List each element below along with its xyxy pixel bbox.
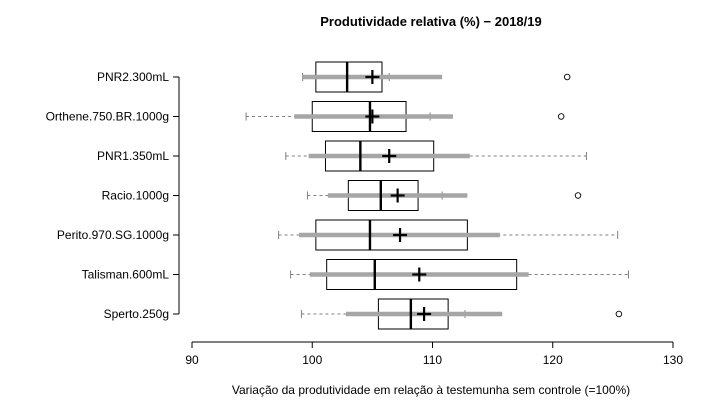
x-tick-label: 90: [185, 353, 199, 367]
box-group: [306, 180, 582, 211]
outlier-point: [574, 192, 582, 199]
category-label: Perito.970.SG.1000g: [57, 228, 169, 242]
outlier-point: [557, 113, 565, 120]
category-label: Talisman.600mL: [82, 268, 170, 282]
outlier-point: [615, 310, 623, 318]
x-tick-label: 110: [423, 353, 442, 367]
x-axis-label: Variação da produtividade em relação à t…: [232, 383, 630, 397]
box-group: [300, 298, 623, 330]
x-axis: PNR2.300mL Orthene.750.BR.1000g PNR1.350mL…: [46, 70, 684, 367]
category-label: Orthene.750.BR.1000g: [46, 110, 169, 124]
box-group: [278, 219, 619, 251]
chart-title: Produtividade relativa (%) − 2018/19: [320, 14, 541, 29]
box-group: [285, 140, 587, 172]
category-label: PNR2.300mL: [97, 70, 169, 84]
plot-layer: [245, 61, 630, 330]
box-group: [245, 101, 565, 132]
category-label: Racio.1000g: [102, 189, 169, 203]
box-group: [302, 61, 571, 93]
x-tick-label: 100: [302, 353, 322, 367]
outlier-point: [563, 73, 571, 81]
category-label: PNR1.350mL: [97, 149, 169, 163]
x-tick-label: 130: [663, 353, 683, 367]
x-tick-label: 120: [543, 353, 563, 367]
box-group: [290, 259, 630, 290]
category-label: Sperto.250g: [104, 307, 169, 321]
